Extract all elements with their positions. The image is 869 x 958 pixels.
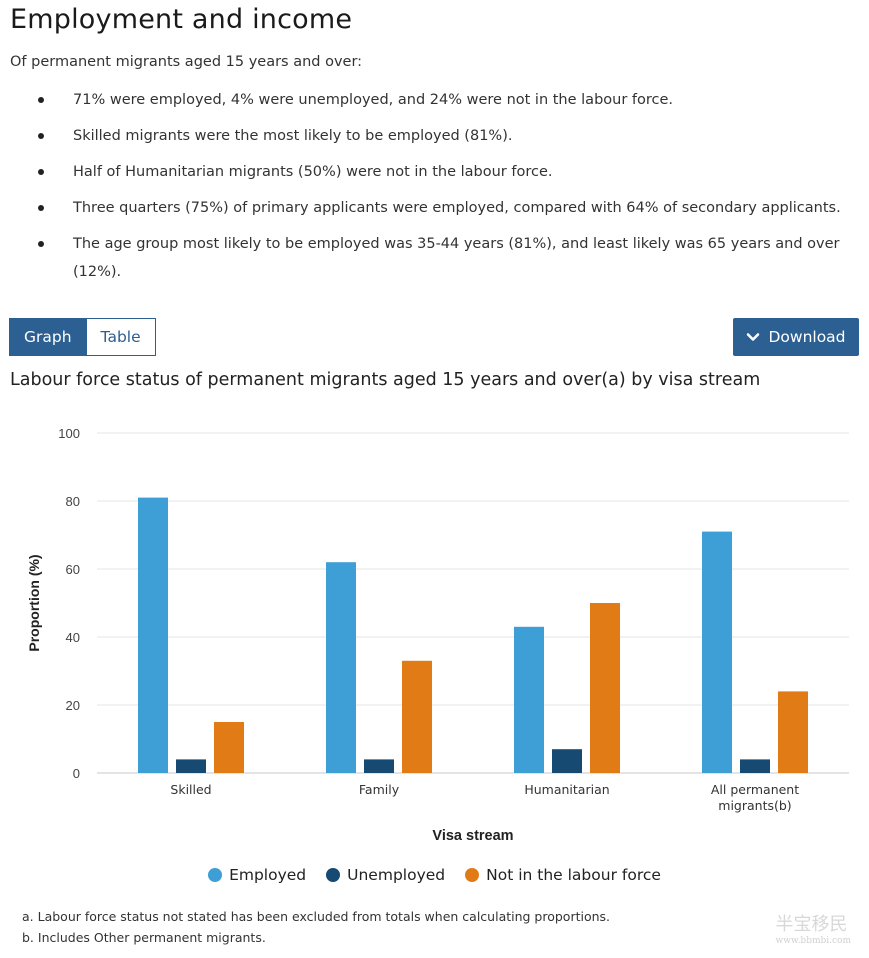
legend-swatch	[208, 868, 223, 882]
footnote: b. Includes Other permanent migrants.	[22, 930, 266, 945]
watermark-logo: 半宝移民 www.bbmbi.com	[776, 910, 851, 946]
bar-unemployed[interactable]	[176, 759, 206, 773]
chart-grid	[97, 432, 849, 774]
tab-table[interactable]: Table	[86, 318, 156, 356]
legend-label: Not in the labour force	[486, 866, 661, 884]
bar-employed[interactable]	[326, 562, 356, 773]
y-tick-label: 0	[73, 766, 80, 781]
tab-graph[interactable]: Graph	[9, 318, 87, 356]
legend-swatch	[326, 868, 341, 882]
page-title: Employment and income	[10, 4, 353, 35]
x-tick-label: Humanitarian	[524, 782, 609, 797]
chevron-down-icon	[747, 333, 760, 341]
bar-not-in-the-labour-force[interactable]	[778, 691, 808, 773]
chart-bars	[138, 497, 808, 773]
intro-text: Of permanent migrants aged 15 years and …	[10, 54, 363, 70]
legend-swatch	[465, 868, 480, 882]
bar-unemployed[interactable]	[740, 759, 770, 773]
y-axis-label: Proportion (%)	[26, 554, 42, 651]
chart-footnotes: a. Labour force status not stated has be…	[22, 906, 610, 948]
bar-unemployed[interactable]	[552, 749, 582, 773]
legend-item-employed[interactable]: Employed	[208, 866, 306, 884]
list-item: The age group most likely to be employed…	[10, 230, 860, 286]
list-item: Skilled migrants were the most likely to…	[10, 122, 860, 150]
footnote: a. Labour force status not stated has be…	[22, 909, 611, 924]
watermark-url: www.bbmbi.com	[775, 936, 851, 946]
x-tick-label: Skilled	[170, 782, 211, 797]
bar-not-in-the-labour-force[interactable]	[214, 722, 244, 773]
watermark-text: 半宝移民	[775, 914, 848, 935]
legend-label: Employed	[229, 866, 307, 884]
bar-not-in-the-labour-force[interactable]	[402, 660, 432, 773]
bar-unemployed[interactable]	[364, 759, 394, 773]
chart-legend: Employed Unemployed Not in the labour fo…	[0, 866, 869, 884]
bar-employed[interactable]	[702, 531, 732, 773]
bar-chart: 0 20 40 60 80 100 Skilled Family Humanitarian Al…	[26, 426, 849, 844]
chart-title: Labour force status of permanent migrant…	[10, 370, 761, 390]
list-item: Half of Humanitarian migrants (50%) were…	[10, 158, 860, 186]
y-tick-label: 60	[66, 562, 80, 577]
x-axis-ticks: Skilled Family Humanitarian All permanent mi…	[170, 782, 799, 813]
bar-employed[interactable]	[514, 626, 544, 773]
legend-label: Unemployed	[347, 866, 446, 884]
y-tick-label: 20	[66, 698, 80, 713]
view-toggle: Graph Table	[9, 318, 156, 356]
x-tick-label: Family	[359, 782, 400, 797]
y-tick-label: 40	[66, 630, 80, 645]
download-label: Download	[768, 328, 846, 346]
y-tick-label: 80	[66, 494, 80, 509]
y-tick-label: 100	[58, 426, 80, 441]
summary-list: 71% were employed, 4% were unemployed, a…	[10, 86, 860, 294]
download-button[interactable]: Download	[733, 318, 859, 356]
list-item: Three quarters (75%) of primary applican…	[10, 194, 860, 222]
legend-item-not-in-labour-force[interactable]: Not in the labour force	[465, 866, 661, 884]
bar-employed[interactable]	[138, 497, 168, 773]
x-axis-label: Visa stream	[432, 828, 513, 844]
y-axis-ticks: 0 20 40 60 80 100	[58, 426, 80, 781]
list-item: 71% were employed, 4% were unemployed, a…	[10, 86, 860, 114]
x-tick-label: All permanent migrants(b)	[711, 782, 799, 813]
legend-item-unemployed[interactable]: Unemployed	[326, 866, 445, 884]
bar-not-in-the-labour-force[interactable]	[590, 603, 620, 773]
